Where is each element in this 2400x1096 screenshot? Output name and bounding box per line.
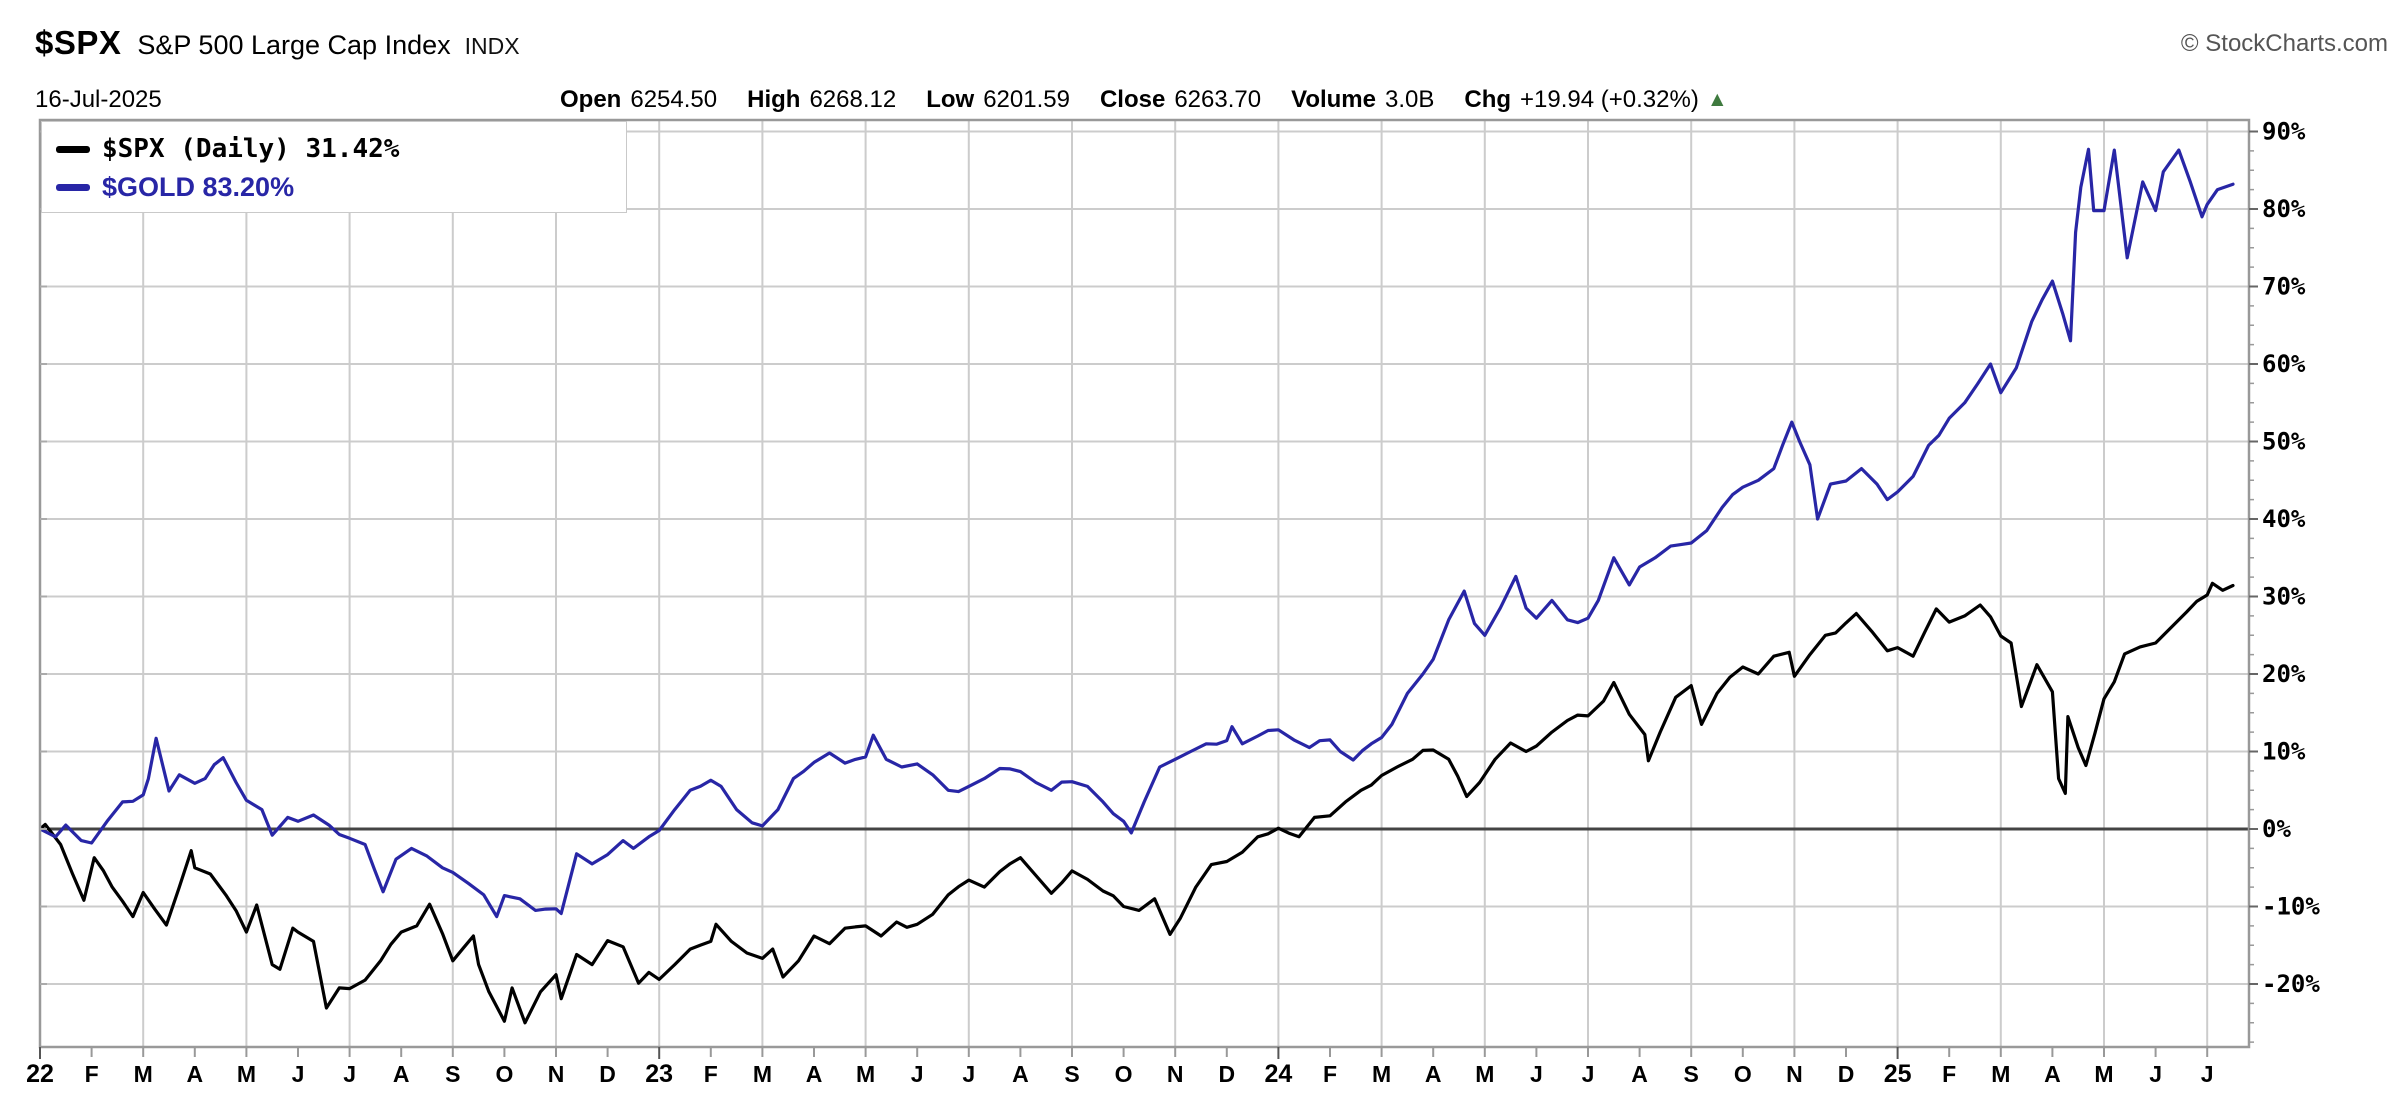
svg-text:10%: 10% [2262,738,2306,766]
svg-text:23: 23 [645,1060,673,1088]
svg-text:30%: 30% [2262,583,2306,611]
svg-text:80%: 80% [2262,195,2306,223]
svg-text:S: S [1684,1061,1699,1087]
svg-text:A: A [186,1061,203,1087]
svg-text:M: M [1991,1061,2010,1087]
chart-date: 16-Jul-2025 [35,86,162,113]
svg-text:40%: 40% [2262,505,2306,533]
svg-text:A: A [2044,1061,2061,1087]
svg-text:M: M [2094,1061,2113,1087]
exchange-label: INDX [464,33,520,59]
svg-text:20%: 20% [2262,660,2306,688]
svg-text:F: F [1323,1061,1337,1087]
spx-legend-label: $SPX (Daily) 31.42% [102,134,400,164]
svg-text:J: J [911,1061,924,1087]
svg-text:J: J [962,1061,975,1087]
svg-text:M: M [134,1061,153,1087]
svg-text:50%: 50% [2262,428,2306,456]
stockcharts-copyright: © StockCharts.com [2180,30,2388,57]
close-label: Close [1099,86,1166,113]
chg-label: Chg [1464,86,1512,113]
svg-text:A: A [1425,1061,1442,1087]
svg-text:A: A [1631,1061,1648,1087]
svg-text:S: S [1064,1061,1079,1087]
instrument-title: S&P 500 Large Cap Index [137,30,451,60]
svg-text:-20%: -20% [2262,970,2320,998]
high-value: 6268.12 [809,86,897,113]
svg-text:N: N [548,1061,565,1087]
svg-text:J: J [2201,1061,2214,1087]
svg-text:A: A [393,1061,410,1087]
svg-text:N: N [1167,1061,1184,1087]
svg-text:M: M [753,1061,772,1087]
svg-text:J: J [343,1061,356,1087]
svg-text:O: O [1115,1061,1133,1087]
open-label: Open [560,86,622,113]
svg-text:60%: 60% [2262,350,2306,378]
svg-text:25: 25 [1884,1060,1912,1088]
svg-text:24: 24 [1264,1060,1292,1088]
spx-line-swatch [56,145,90,153]
gold-legend-label: $GOLD 83.20% [102,172,295,202]
svg-text:O: O [1734,1061,1752,1087]
svg-text:D: D [599,1061,616,1087]
high-label: High [747,86,801,113]
svg-text:90%: 90% [2262,118,2306,146]
svg-text:N: N [1786,1061,1803,1087]
svg-text:D: D [1838,1061,1855,1087]
up-triangle-icon: ▲ [1706,88,1728,111]
legend-item-gold: $GOLD 83.20% [56,172,294,203]
svg-text:A: A [806,1061,823,1087]
svg-text:M: M [856,1061,875,1087]
svg-text:D: D [1218,1061,1235,1087]
svg-text:J: J [2149,1061,2162,1087]
volume-label: Volume [1291,86,1376,113]
chart-header: $SPX S&P 500 Large Cap Index INDX [35,24,520,62]
svg-text:J: J [292,1061,305,1087]
svg-text:S: S [445,1061,460,1087]
svg-text:F: F [85,1061,99,1087]
chg-value: +19.94 (+0.32%) [1520,86,1699,113]
open-value: 6254.50 [630,86,718,113]
chart-legend: $SPX (Daily) 31.42% $GOLD 83.20% [41,121,627,213]
legend-item-spx: $SPX (Daily) 31.42% [56,134,399,164]
svg-text:O: O [495,1061,513,1087]
quote-strip: Open 6254.50 High 6268.12 Low 6201.59 Cl… [560,86,1728,114]
low-label: Low [926,86,975,113]
low-value: 6201.59 [983,86,1070,113]
svg-text:0%: 0% [2262,815,2291,843]
svg-text:M: M [1475,1061,1494,1087]
svg-text:F: F [1942,1061,1956,1087]
svg-text:-10%: -10% [2262,893,2320,921]
ticker-symbol: $SPX [35,24,122,61]
svg-text:F: F [704,1061,718,1087]
volume-value: 3.0B [1385,86,1435,113]
svg-text:A: A [1012,1061,1029,1087]
svg-text:22: 22 [26,1060,54,1088]
gold-line-swatch [56,184,90,191]
svg-text:70%: 70% [2262,273,2306,301]
svg-text:M: M [237,1061,256,1087]
svg-text:J: J [1530,1061,1543,1087]
close-value: 6263.70 [1174,86,1262,113]
svg-text:M: M [1372,1061,1391,1087]
svg-text:J: J [1582,1061,1595,1087]
